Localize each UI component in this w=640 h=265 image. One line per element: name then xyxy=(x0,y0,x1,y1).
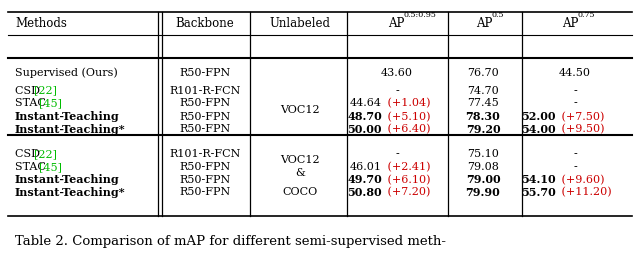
Text: (+2.41): (+2.41) xyxy=(384,162,431,172)
Text: 0.5: 0.5 xyxy=(492,11,504,19)
Text: R50-FPN: R50-FPN xyxy=(179,98,230,108)
Text: CSD: CSD xyxy=(15,86,44,96)
Text: 79.90: 79.90 xyxy=(466,187,500,198)
Text: 54.00: 54.00 xyxy=(522,124,556,135)
Text: (+7.20): (+7.20) xyxy=(384,187,430,197)
Text: R50-FPN: R50-FPN xyxy=(179,175,230,185)
Text: AP: AP xyxy=(562,17,579,30)
Text: R50-FPN: R50-FPN xyxy=(179,124,230,134)
Text: 0.75: 0.75 xyxy=(578,11,595,19)
Text: 48.70: 48.70 xyxy=(348,111,382,122)
Text: 52.00: 52.00 xyxy=(522,111,556,122)
Text: Backbone: Backbone xyxy=(175,17,234,30)
Text: COCO: COCO xyxy=(282,187,317,197)
Text: VOC12: VOC12 xyxy=(280,155,320,165)
Text: R50-FPN: R50-FPN xyxy=(179,112,230,122)
Text: 50.80: 50.80 xyxy=(348,187,382,198)
Text: Instant-Teaching: Instant-Teaching xyxy=(15,174,120,185)
Text: 75.10: 75.10 xyxy=(467,149,499,159)
Text: R50-FPN: R50-FPN xyxy=(179,162,230,172)
Text: 44.64: 44.64 xyxy=(350,98,382,108)
Text: [45]: [45] xyxy=(38,98,61,108)
Text: 76.70: 76.70 xyxy=(467,68,499,78)
Text: 44.50: 44.50 xyxy=(559,68,591,78)
Text: 50.00: 50.00 xyxy=(348,124,382,135)
Text: -: - xyxy=(395,149,399,159)
Text: R50-FPN: R50-FPN xyxy=(179,68,230,78)
Text: -: - xyxy=(395,86,399,96)
Text: 0.5:0.95: 0.5:0.95 xyxy=(404,11,437,19)
Text: STAC: STAC xyxy=(15,98,49,108)
Text: -: - xyxy=(573,149,577,159)
Text: &: & xyxy=(295,168,305,178)
Text: Instant-Teaching: Instant-Teaching xyxy=(15,111,120,122)
Text: VOC12: VOC12 xyxy=(280,105,320,115)
Text: (+6.10): (+6.10) xyxy=(384,175,431,185)
Text: (+6.40): (+6.40) xyxy=(384,124,431,134)
Text: -: - xyxy=(573,162,577,172)
Text: Instant-Teaching*: Instant-Teaching* xyxy=(15,187,125,198)
Text: (+5.10): (+5.10) xyxy=(384,112,431,122)
Text: -: - xyxy=(573,86,577,96)
Text: (+11.20): (+11.20) xyxy=(558,187,612,197)
Text: 77.45: 77.45 xyxy=(467,98,499,108)
Text: STAC: STAC xyxy=(15,162,49,172)
Text: 79.00: 79.00 xyxy=(466,174,500,185)
Text: [45]: [45] xyxy=(38,162,61,172)
Text: 54.10: 54.10 xyxy=(522,174,556,185)
Text: Instant-Teaching*: Instant-Teaching* xyxy=(15,124,125,135)
Text: 74.70: 74.70 xyxy=(467,86,499,96)
Text: R101-R-FCN: R101-R-FCN xyxy=(170,149,241,159)
Text: [22]: [22] xyxy=(34,86,57,96)
Text: Methods: Methods xyxy=(15,17,67,30)
Text: AP: AP xyxy=(388,17,404,30)
Text: Supervised (Ours): Supervised (Ours) xyxy=(15,67,118,78)
Text: [22]: [22] xyxy=(34,149,57,159)
Text: (+9.50): (+9.50) xyxy=(558,124,605,134)
Text: 79.08: 79.08 xyxy=(467,162,499,172)
Text: 79.20: 79.20 xyxy=(466,124,500,135)
Text: Unlabeled: Unlabeled xyxy=(269,17,330,30)
Text: 43.60: 43.60 xyxy=(381,68,413,78)
Text: 78.30: 78.30 xyxy=(466,111,500,122)
Text: 46.01: 46.01 xyxy=(350,162,382,172)
Text: (+7.50): (+7.50) xyxy=(558,112,604,122)
Text: (+1.04): (+1.04) xyxy=(384,98,431,108)
Text: R50-FPN: R50-FPN xyxy=(179,187,230,197)
Text: -: - xyxy=(573,98,577,108)
Text: 49.70: 49.70 xyxy=(348,174,382,185)
Text: R101-R-FCN: R101-R-FCN xyxy=(170,86,241,96)
Text: CSD: CSD xyxy=(15,149,44,159)
Text: (+9.60): (+9.60) xyxy=(558,175,605,185)
Text: AP: AP xyxy=(476,17,492,30)
Text: Table 2. Comparison of mAP for different semi-supervised meth-: Table 2. Comparison of mAP for different… xyxy=(15,235,446,248)
Text: 55.70: 55.70 xyxy=(521,187,556,198)
